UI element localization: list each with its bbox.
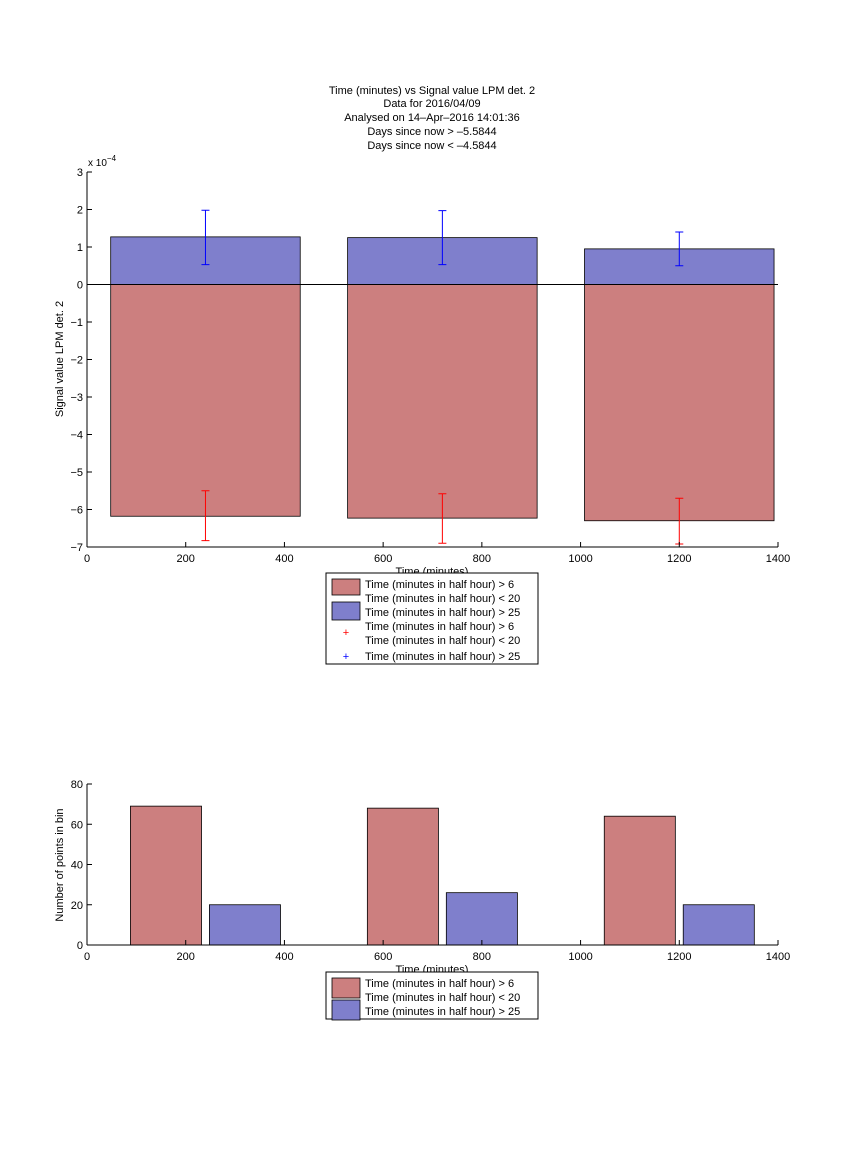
bar — [682, 904, 755, 946]
bar — [130, 805, 202, 946]
y-exponent: −4 — [107, 154, 117, 163]
y-tick-label: 3 — [77, 167, 83, 179]
x-tick-label: 1200 — [667, 951, 691, 963]
bar — [603, 815, 676, 946]
error-bar — [438, 210, 447, 266]
y-axis-label: Signal value LPM det. 2 — [54, 301, 66, 417]
x-tick-label: 800 — [473, 553, 491, 565]
y-tick-label: 1 — [77, 242, 83, 254]
y-exponent-label: x 10−4 — [88, 154, 117, 169]
x-tick-label: 600 — [374, 553, 392, 565]
chart-title: Time (minutes) vs Signal value LPM det. … — [329, 85, 535, 152]
legend-marker: + — [343, 651, 349, 663]
x-tick-label: 0 — [84, 951, 90, 963]
x-tick-label: 1000 — [568, 553, 592, 565]
axes: −7 −6 −5 −4 −3 −2 −1 0 1 2 3 0 200 400 600 800 1000 1200 1… — [70, 167, 790, 565]
y-tick-label: −2 — [70, 355, 83, 367]
y-tick-label: −4 — [70, 430, 83, 442]
error-bar — [201, 490, 210, 542]
x-tick-label: 400 — [275, 951, 293, 963]
bars — [110, 236, 775, 522]
x-tick-label: 0 — [84, 553, 90, 565]
bar — [584, 248, 775, 285]
bar — [366, 807, 439, 946]
bar — [209, 904, 281, 946]
x-tick-label: 400 — [275, 553, 293, 565]
error-bar — [675, 231, 684, 267]
y-tick-label: 0 — [77, 280, 83, 292]
x-tick-label: 1000 — [568, 951, 592, 963]
x-tick-label: 200 — [177, 951, 195, 963]
legend-entry: Time (minutes in half hour) < 20 — [365, 593, 520, 605]
legend-entry: Time (minutes in half hour) > 6 — [365, 579, 514, 591]
bar — [584, 284, 775, 522]
legend-swatch — [331, 601, 361, 621]
title-line: Data for 2016/04/09 — [383, 98, 480, 110]
bar — [347, 284, 538, 519]
legend-entry: Time (minutes in half hour) > 6 — [365, 621, 514, 633]
y-tick-label: 80 — [71, 779, 83, 791]
legend-entry: Time (minutes in half hour) > 25 — [365, 651, 520, 663]
y-tick-label: 60 — [71, 819, 83, 831]
y-tick-label: 2 — [77, 205, 83, 217]
x-tick-label: 200 — [177, 553, 195, 565]
bar — [445, 892, 518, 946]
legend-swatch — [331, 578, 361, 596]
x-tick-label: 1400 — [766, 951, 790, 963]
x-tick-label: 1200 — [667, 553, 691, 565]
y-tick-label: −7 — [70, 542, 83, 554]
title-line: Days since now < –4.5844 — [367, 140, 496, 152]
legend-swatch — [331, 977, 361, 999]
bars — [130, 805, 755, 946]
y-tick-label: 20 — [71, 900, 83, 912]
legend-entry: Time (minutes in half hour) < 20 — [365, 635, 520, 647]
y-tick-label: −5 — [70, 467, 83, 479]
legend-marker: + — [343, 627, 349, 639]
y-axis-label: Number of points in bin — [54, 808, 66, 921]
error-bar — [201, 209, 210, 266]
legend-entry: Time (minutes in half hour) > 25 — [365, 607, 520, 619]
title-line: Days since now > –5.5844 — [367, 126, 496, 138]
signal-chart: Time (minutes) vs Signal value LPM det. … — [54, 85, 790, 665]
legend: Time (minutes in half hour) > 6 Time (mi… — [325, 971, 539, 1021]
bar — [110, 284, 301, 517]
legend-entry: Time (minutes in half hour) > 6 — [365, 978, 514, 990]
y-tick-label: −3 — [70, 392, 83, 404]
x-tick-label: 1400 — [766, 553, 790, 565]
legend-swatch — [331, 999, 361, 1021]
error-bar — [438, 493, 447, 544]
x-tick-label: 600 — [374, 951, 392, 963]
legend: + + Time (minutes in half hour) > 6 Time… — [325, 572, 539, 665]
y-tick-label: 40 — [71, 860, 83, 872]
y-tick-label: −1 — [70, 317, 83, 329]
title-line: Analysed on 14–Apr–2016 14:01:36 — [344, 112, 520, 124]
y-tick-label: 0 — [77, 940, 83, 952]
x-tick-label: 800 — [473, 951, 491, 963]
legend-entry: Time (minutes in half hour) < 20 — [365, 992, 520, 1004]
y-tick-label: −6 — [70, 505, 83, 517]
title-line: Time (minutes) vs Signal value LPM det. … — [329, 85, 535, 97]
legend-entry: Time (minutes in half hour) > 25 — [365, 1006, 520, 1018]
